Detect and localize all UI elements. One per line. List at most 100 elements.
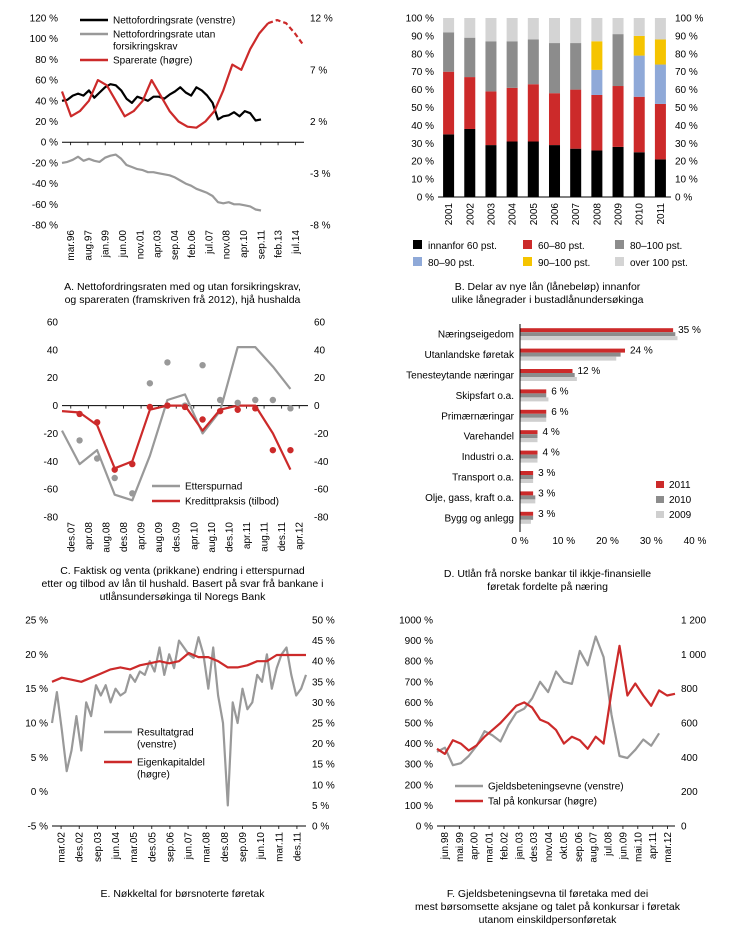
- y-right-tick-label: 50 %: [675, 103, 698, 114]
- stacked-bar-segment: [654, 159, 666, 197]
- stacked-bar-segment: [612, 34, 624, 87]
- caption-a: A. Nettofordringsraten med og utan forsi…: [0, 281, 365, 307]
- y-left-tick-label: 100 %: [405, 801, 433, 812]
- stacked-bar-segment: [485, 41, 497, 92]
- x-tick-label: sep.06: [574, 832, 585, 862]
- data-point: [146, 403, 154, 411]
- stacked-bar-segment: [506, 18, 518, 42]
- data-point: [199, 361, 206, 369]
- y-right-tick-label: 800: [681, 684, 698, 695]
- x-tick-label: des.10: [224, 522, 235, 552]
- data-point: [216, 407, 224, 415]
- x-tick-label: 40 %: [684, 536, 707, 547]
- series-line: [436, 644, 676, 755]
- caption-f: F. Gjeldsbeteningsevna til føretaka med …: [365, 888, 730, 927]
- x-tick-label: nov.08: [222, 230, 233, 260]
- legend-swatch: [656, 511, 664, 518]
- x-tick-label: des.02: [75, 832, 86, 862]
- legend-label: 80–90 pst.: [428, 258, 475, 269]
- stacked-bar-segment: [443, 71, 455, 135]
- stacked-bar-segment: [548, 93, 561, 146]
- y-right-tick-label: 2 %: [310, 117, 327, 128]
- caption-c: C. Faktisk og venta (prikkane) endring i…: [0, 565, 365, 604]
- stacked-bar-segment: [527, 84, 539, 142]
- y-left-tick-label: 900 %: [405, 636, 433, 647]
- y-left-tick-label: 20 %: [35, 117, 58, 128]
- x-tick-label: apr.03: [153, 230, 164, 258]
- stacked-bar-segment: [591, 94, 603, 151]
- y-right-tick-label: -8 %: [310, 221, 331, 232]
- x-tick-label: 2008: [592, 203, 603, 226]
- x-tick-label: 10 %: [552, 536, 575, 547]
- x-tick-label: 2004: [508, 203, 519, 226]
- bar: [520, 450, 538, 455]
- stacked-bar-segment: [443, 18, 455, 33]
- chart-a: 120 % 100 % 80 % 60 % 40 % 20 % 0 % -20 % -40 % -…: [30, 14, 333, 261]
- x-tick-label: mar.01: [485, 832, 496, 863]
- y-right-tick-label: 7 %: [310, 65, 327, 76]
- data-point: [76, 410, 83, 418]
- y-left-tick-label: 1000 %: [399, 616, 433, 627]
- legend-label: Etterspurnad: [185, 482, 242, 493]
- x-tick-label: 2003: [486, 203, 497, 226]
- y-right-tick-label: 200: [681, 787, 698, 798]
- y-left-tick-label: 700 %: [405, 677, 433, 688]
- legend-swatch: [413, 240, 422, 249]
- category-label: Skipsfart o.a.: [456, 391, 514, 402]
- y-right-tick-label: -60: [314, 485, 329, 496]
- y-right-tick-label: 40 %: [312, 657, 335, 668]
- legend-swatch: [523, 257, 532, 266]
- stacked-bar-segment: [633, 96, 645, 153]
- data-point: [129, 460, 136, 468]
- y-left-tick-label: 40 %: [35, 96, 58, 107]
- series-line: [60, 22, 269, 129]
- y-left-tick-label: 10 %: [25, 719, 48, 730]
- y-left-tick-label: 600 %: [405, 698, 433, 709]
- y-left-tick-label: -60 %: [32, 200, 58, 211]
- legend-swatch: [656, 481, 664, 488]
- x-tick-label: mar.05: [129, 832, 140, 863]
- y-right-tick-label: 600: [681, 719, 698, 730]
- x-tick-label: 0 %: [511, 536, 528, 547]
- legend-label: 2011: [669, 480, 691, 491]
- x-tick-label: des.03: [529, 832, 540, 862]
- data-point: [269, 396, 277, 404]
- legend-label: Nettofordringsrate (venstre): [113, 16, 235, 27]
- data-point: [129, 490, 136, 497]
- x-tick-label: 2005: [529, 203, 540, 226]
- legend-swatch: [523, 240, 532, 249]
- y-right-tick-label: -20: [314, 429, 329, 440]
- x-tick-label: aug.09: [154, 522, 165, 553]
- x-tick-label: aug.11: [260, 522, 271, 552]
- y-left-tick-label: 5 %: [31, 753, 48, 764]
- chart-c: 60 40 20 0 -20 -40 -60 -80 60 40 20 0 -20 -40 -60 -80 de…: [44, 318, 329, 553]
- panel-f-debt-servicing: 1000 % 900 % 800 % 700 % 600 % 500 % 400 % 300 …: [365, 600, 730, 933]
- data-point: [146, 380, 154, 387]
- x-tick-label: nov.01: [135, 230, 146, 260]
- x-tick-label: jun.10: [256, 832, 267, 861]
- data-point: [164, 359, 171, 366]
- legend-label: Sparerate (høgre): [113, 56, 192, 67]
- chart-b: 100 % 100 % 90 % 90 % 80 % 80 % 70 % 70 % 60 % 60…: [406, 14, 704, 270]
- data-point: [287, 405, 294, 412]
- y-right-tick-label: 20 %: [312, 739, 335, 750]
- stacked-bar-segment: [633, 55, 645, 97]
- stacked-bar-segment: [485, 18, 497, 42]
- y-left-tick-label: -20 %: [32, 158, 58, 169]
- stacked-bar-segment: [443, 32, 455, 72]
- bar: [520, 438, 538, 443]
- caption-line: ulike lånegrader i bustadlånundersøkinga: [451, 294, 644, 306]
- y-right-tick-label: 0: [314, 401, 320, 412]
- category-label: Tenesteytande næringar: [406, 371, 515, 382]
- bar: [520, 356, 617, 361]
- data-point: [164, 402, 171, 409]
- data-point: [93, 455, 101, 462]
- stacked-bar-segment: [485, 91, 497, 146]
- stacked-bar-segment: [527, 39, 539, 85]
- data-point: [287, 446, 294, 454]
- y-left-tick-label: 800 %: [405, 657, 433, 668]
- y-right-tick-label: 80 %: [675, 49, 698, 60]
- stacked-bar-segment: [591, 69, 603, 95]
- x-tick-label: jul.07: [204, 230, 215, 255]
- x-tick-label: 2006: [550, 203, 561, 226]
